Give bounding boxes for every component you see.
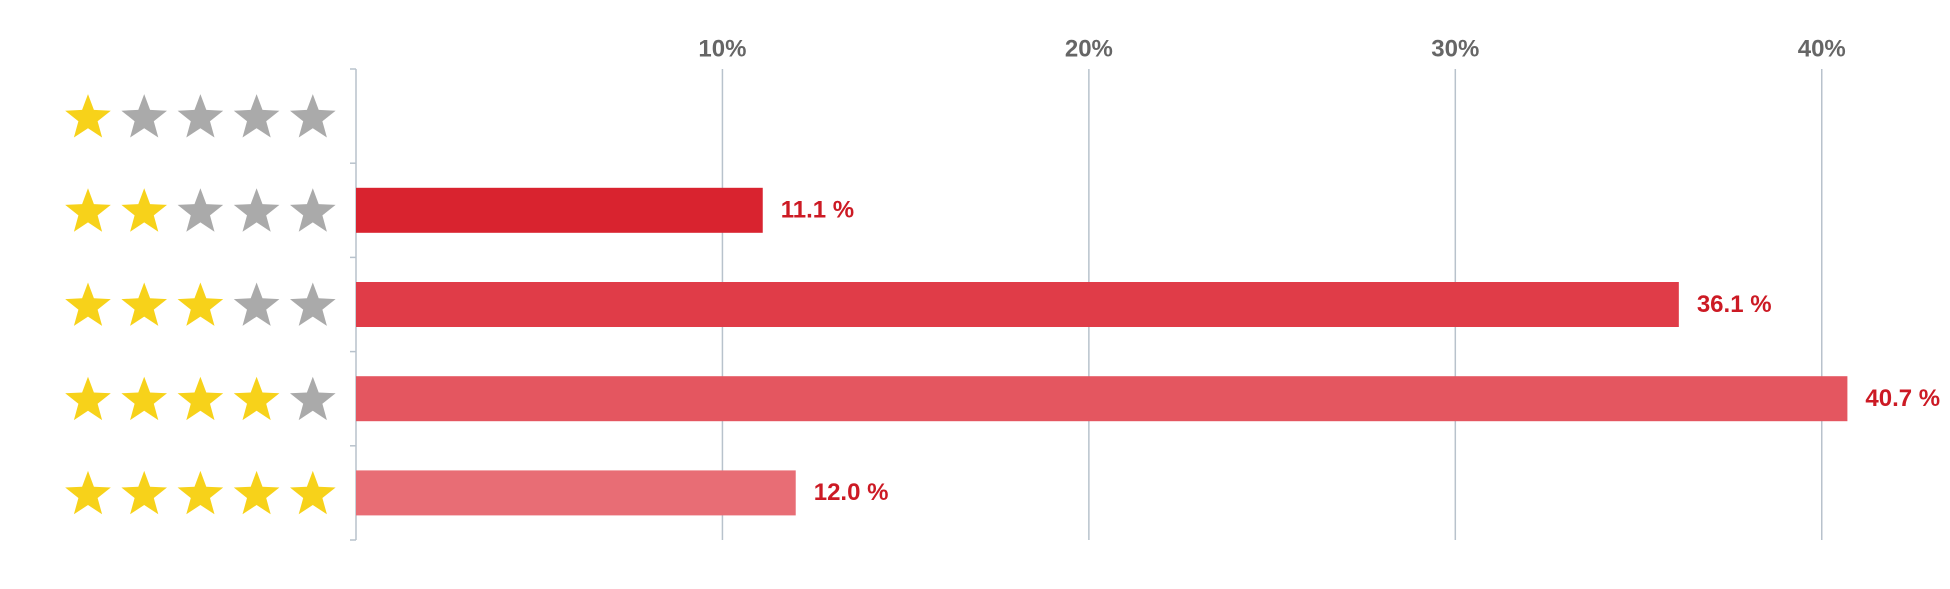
rating-star (65, 94, 111, 138)
x-tick-label: 40% (1798, 35, 1846, 62)
rating-star (65, 282, 111, 326)
value-label: 11.1 % (781, 197, 854, 224)
rating-star (233, 188, 280, 232)
rating-star (65, 470, 111, 515)
rating-star (121, 94, 167, 138)
bar (356, 376, 1848, 422)
x-tick-label: 10% (698, 35, 746, 62)
rating-star (290, 188, 336, 232)
bar (356, 187, 763, 233)
value-label: 12.0 % (814, 479, 889, 506)
rating-star (233, 94, 280, 138)
rating-star (65, 188, 111, 232)
rating-star (290, 94, 336, 138)
rating-star (121, 376, 167, 421)
bar (356, 282, 1679, 327)
bar (356, 470, 796, 516)
x-tick-label: 30% (1431, 35, 1479, 62)
rating-star (177, 188, 224, 232)
rating-star (121, 188, 167, 232)
rating-star (290, 470, 336, 515)
rating-star (233, 376, 280, 421)
rating-star (177, 470, 224, 515)
rating-star (177, 282, 224, 326)
rating-star (177, 376, 224, 421)
value-label: 36.1 % (1697, 291, 1772, 318)
value-label: 40.7 % (1865, 385, 1940, 412)
rating-star (177, 94, 224, 138)
rating-star (233, 282, 280, 326)
x-tick-label: 20% (1065, 35, 1113, 62)
rating-star (121, 282, 167, 326)
rating-star (65, 376, 111, 421)
rating-star (290, 282, 336, 326)
rating-star (121, 470, 167, 515)
rating-star (290, 376, 336, 421)
rating-star (233, 470, 280, 515)
